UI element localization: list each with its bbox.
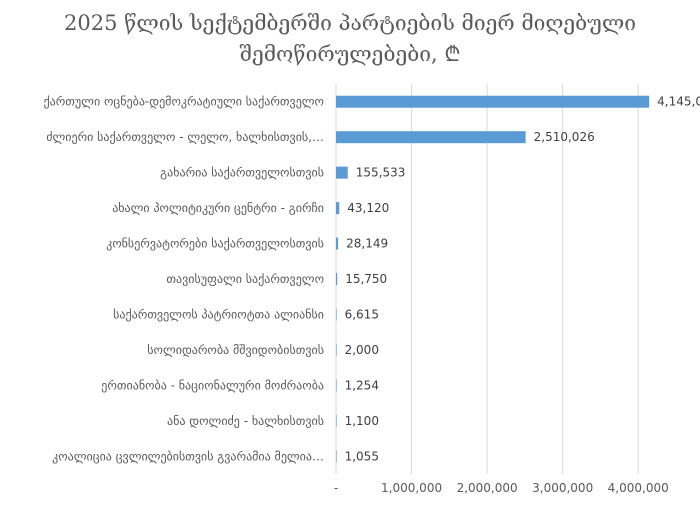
value-label-10: 1,055 <box>345 449 379 463</box>
x-tick-label-2: 2,000,000 <box>457 481 518 495</box>
chart-title-line-2: შემოწირულებები, ₾ <box>239 42 461 66</box>
chart-title: 2025 წლის სექტემბერში პარტიების მიერ მიღ… <box>0 8 700 70</box>
value-label-3: 43,120 <box>347 201 389 215</box>
bar-3 <box>336 202 340 215</box>
category-label-5: თავისუფალი საქართველო <box>166 272 324 286</box>
chart-title-line-1: 2025 წლის სექტემბერში პარტიების მიერ მიღ… <box>64 11 636 35</box>
category-label-10: კოალიცია ცვლილებისთვის გვარამია მელია… <box>52 449 324 463</box>
category-label-9: ანა დოლიძე - ხალხისთვის <box>167 414 324 428</box>
bar-2 <box>336 166 348 179</box>
value-label-9: 1,100 <box>345 414 379 428</box>
x-tick-label-1: 1,000,000 <box>381 481 442 495</box>
bar-10 <box>336 450 337 463</box>
value-label-1: 2,510,026 <box>534 130 595 144</box>
bar-0 <box>336 95 650 108</box>
x-tick-label-4: 4,000,000 <box>608 481 669 495</box>
category-label-8: ერთიანობა - ნაციონალური მოძრაობა <box>101 378 324 392</box>
bar-1 <box>336 131 526 144</box>
value-label-6: 6,615 <box>345 307 379 321</box>
value-label-2: 155,533 <box>356 166 406 180</box>
bar-6 <box>336 308 337 321</box>
category-label-0: ქართული ოცნება-დემოკრატიული საქართველო <box>44 95 325 109</box>
bar-9 <box>336 414 337 427</box>
value-label-4: 28,149 <box>346 237 388 251</box>
value-label-8: 1,254 <box>345 378 379 392</box>
value-label-5: 15,750 <box>345 272 387 286</box>
category-label-6: საქართველოს პატრიოტთა ალიანსი <box>113 307 324 321</box>
value-label-7: 2,000 <box>345 343 379 357</box>
category-label-3: ახალი პოლიტიკური ცენტრი - გირჩი <box>112 201 324 215</box>
bar-8 <box>336 379 337 392</box>
category-label-1: ძლიერი საქართველო - ლელო, ხალხისთვის,… <box>46 130 324 144</box>
category-label-2: გახარია საქართველოსთვის <box>160 166 324 180</box>
category-label-7: სოლიდარობა მშვიდობისთვის <box>147 343 324 357</box>
x-tick-label-0: - <box>334 481 338 495</box>
category-label-4: კონსერვატორები საქართველოსთვის <box>106 237 324 251</box>
x-tick-label-3: 3,000,000 <box>532 481 593 495</box>
bar-5 <box>336 273 338 285</box>
value-label-0: 4,145,000 <box>657 95 700 109</box>
bar-7 <box>336 343 337 356</box>
bar-4 <box>336 237 339 250</box>
